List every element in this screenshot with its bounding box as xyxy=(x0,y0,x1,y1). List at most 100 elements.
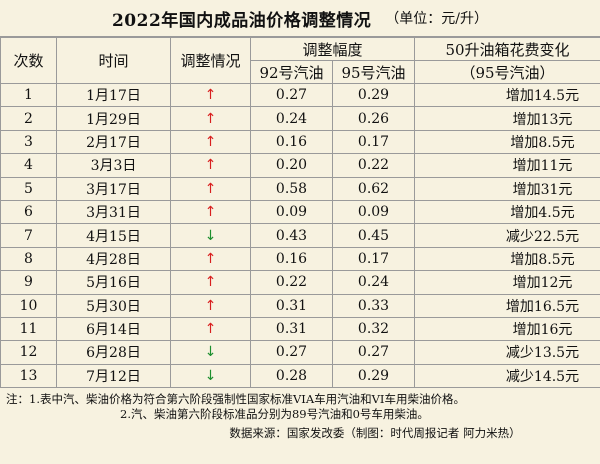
arrow-down-icon: ↓ xyxy=(170,340,251,365)
row-index: 3 xyxy=(0,129,57,155)
header-index: 次数 xyxy=(0,37,57,84)
table-row: 3 2月17日 ↑ 0.16 0.17 增加8.5元 xyxy=(0,129,600,155)
row-92-gasoline: 0.43 xyxy=(250,223,333,248)
row-tank-cost: 减少13.5元 xyxy=(414,340,600,365)
row-95-gasoline: 0.22 xyxy=(331,153,416,178)
arrow-up-icon: ↑ xyxy=(170,106,251,131)
row-tank-cost: 减少14.5元 xyxy=(414,363,600,389)
row-index: 2 xyxy=(0,106,57,131)
arrow-up-icon: ↑ xyxy=(170,82,251,108)
table-row: 13 7月12日 ↓ 0.28 0.29 减少14.5元 xyxy=(0,363,600,389)
header-range: 调整幅度 xyxy=(249,37,416,61)
row-index: 12 xyxy=(0,340,57,365)
row-95-gasoline: 0.29 xyxy=(331,82,416,108)
table-row: 7 4月15日 ↓ 0.43 0.45 减少22.5元 xyxy=(0,223,600,248)
row-92-gasoline: 0.22 xyxy=(250,270,333,295)
row-95-gasoline: 0.45 xyxy=(331,223,416,248)
table-row: 4 3月3日 ↑ 0.20 0.22 增加11元 xyxy=(0,153,600,178)
row-index: 5 xyxy=(0,176,57,201)
row-tank-cost: 增加12元 xyxy=(414,270,600,295)
table-row: 10 5月30日 ↑ 0.31 0.33 增加16.5元 xyxy=(0,293,600,318)
row-tank-cost: 增加13元 xyxy=(414,106,600,131)
row-tank-cost: 增加11元 xyxy=(414,153,600,178)
arrow-up-icon: ↑ xyxy=(170,129,251,155)
row-date: 7月12日 xyxy=(56,363,171,389)
row-index: 6 xyxy=(0,199,57,225)
header-tank-sub: （95号汽油） xyxy=(414,60,600,84)
arrow-up-icon: ↑ xyxy=(170,316,251,342)
row-95-gasoline: 0.09 xyxy=(331,199,416,225)
row-date: 5月30日 xyxy=(56,293,171,318)
row-92-gasoline: 0.20 xyxy=(250,153,333,178)
row-95-gasoline: 0.32 xyxy=(331,316,416,342)
row-index: 1 xyxy=(0,82,57,108)
row-tank-cost: 增加8.5元 xyxy=(414,129,600,155)
notes: 注：1.表中汽、柴油价格为符合第六阶段强制性国家标准VIA车用汽油和VI车用柴油… xyxy=(0,388,600,422)
row-95-gasoline: 0.29 xyxy=(331,363,416,389)
row-date: 3月17日 xyxy=(56,176,171,201)
row-date: 2月17日 xyxy=(56,129,171,155)
arrow-up-icon: ↑ xyxy=(170,176,251,201)
table-row: 8 4月28日 ↑ 0.16 0.17 增加8.5元 xyxy=(0,246,600,272)
arrow-up-icon: ↑ xyxy=(170,293,251,318)
row-95-gasoline: 0.24 xyxy=(331,270,416,295)
row-92-gasoline: 0.09 xyxy=(250,199,333,225)
row-95-gasoline: 0.27 xyxy=(331,340,416,365)
title-bar: 2022年国内成品油价格调整情况 （单位：元/升） xyxy=(0,0,600,37)
data-source: 数据来源：国家发改委（制图：时代周报记者 阿力米热） xyxy=(229,426,521,441)
row-95-gasoline: 0.26 xyxy=(331,106,416,131)
header-direction: 调整情况 xyxy=(170,37,251,84)
row-date: 3月3日 xyxy=(56,153,171,178)
arrow-down-icon: ↓ xyxy=(170,363,251,389)
header-92-gasoline: 92号汽油 xyxy=(250,60,333,84)
row-tank-cost: 增加16.5元 xyxy=(414,293,600,318)
table-row: 1 1月17日 ↑ 0.27 0.29 增加14.5元 xyxy=(0,82,600,108)
note-line-2: 2.汽、柴油第六阶段标准品分别为89号汽油和0号车用柴油。 xyxy=(120,407,429,422)
arrow-up-icon: ↑ xyxy=(170,199,251,225)
row-index: 13 xyxy=(0,363,57,389)
row-92-gasoline: 0.24 xyxy=(250,106,333,131)
table-row: 5 3月17日 ↑ 0.58 0.62 增加31元 xyxy=(0,176,600,201)
row-tank-cost: 增加16元 xyxy=(414,316,600,342)
row-index: 8 xyxy=(0,246,57,272)
row-92-gasoline: 0.31 xyxy=(250,293,333,318)
row-index: 7 xyxy=(0,223,57,248)
row-tank-cost: 减少22.5元 xyxy=(414,223,600,248)
row-92-gasoline: 0.28 xyxy=(250,363,333,389)
price-adjustment-table: 次数 时间 调整情况 调整幅度 50升油箱花费变化 92号汽油 95号汽油 （9… xyxy=(0,37,600,389)
table-row: 9 5月16日 ↑ 0.22 0.24 增加12元 xyxy=(0,270,600,295)
arrow-up-icon: ↑ xyxy=(170,153,251,178)
row-index: 4 xyxy=(0,153,57,178)
arrow-up-icon: ↑ xyxy=(170,246,251,272)
note-line-1: 注：1.表中汽、柴油价格为符合第六阶段强制性国家标准VIA车用汽油和VI车用柴油… xyxy=(6,392,465,407)
row-tank-cost: 增加14.5元 xyxy=(414,82,600,108)
row-95-gasoline: 0.17 xyxy=(331,129,416,155)
row-index: 11 xyxy=(0,316,57,342)
row-92-gasoline: 0.27 xyxy=(250,340,333,365)
row-date: 1月17日 xyxy=(56,82,171,108)
row-index: 9 xyxy=(0,270,57,295)
row-date: 3月31日 xyxy=(56,199,171,225)
arrow-down-icon: ↓ xyxy=(170,223,251,248)
table-row: 12 6月28日 ↓ 0.27 0.27 减少13.5元 xyxy=(0,340,600,365)
row-index: 10 xyxy=(0,293,57,318)
table-row: 11 6月14日 ↑ 0.31 0.32 增加16元 xyxy=(0,316,600,342)
row-95-gasoline: 0.33 xyxy=(331,293,416,318)
header-tank-cost: 50升油箱花费变化 xyxy=(414,37,600,61)
table-row: 6 3月31日 ↑ 0.09 0.09 增加4.5元 xyxy=(0,199,600,225)
row-date: 1月29日 xyxy=(56,106,171,131)
row-92-gasoline: 0.16 xyxy=(250,246,333,272)
table-body: 1 1月17日 ↑ 0.27 0.29 增加14.5元 2 1月29日 ↑ 0.24 0.26 增加1… xyxy=(0,82,600,389)
row-date: 6月14日 xyxy=(56,316,171,342)
row-95-gasoline: 0.17 xyxy=(331,246,416,272)
row-92-gasoline: 0.31 xyxy=(250,316,333,342)
table-row: 2 1月29日 ↑ 0.24 0.26 增加13元 xyxy=(0,106,600,131)
row-date: 4月28日 xyxy=(56,246,171,272)
row-92-gasoline: 0.16 xyxy=(250,129,333,155)
arrow-up-icon: ↑ xyxy=(170,270,251,295)
header-95-gasoline: 95号汽油 xyxy=(331,60,416,84)
row-date: 6月28日 xyxy=(56,340,171,365)
row-92-gasoline: 0.58 xyxy=(250,176,333,201)
row-95-gasoline: 0.62 xyxy=(331,176,416,201)
